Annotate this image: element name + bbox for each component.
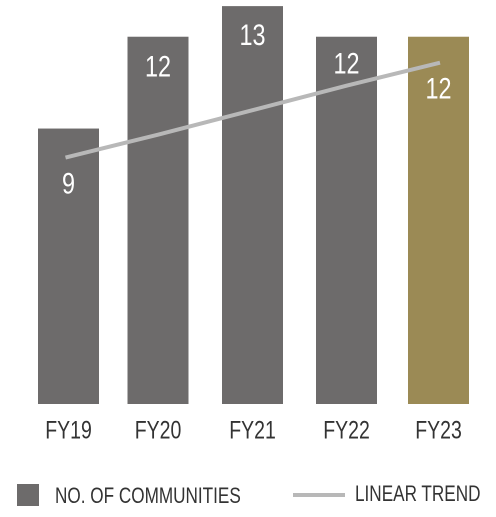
value-label: 12: [145, 50, 171, 83]
trend-line: [65, 60, 441, 160]
x-tick-label: FY20: [135, 416, 182, 444]
legend-label: LINEAR TREND: [355, 482, 480, 507]
bar: [38, 128, 99, 404]
x-tick-label: FY23: [415, 416, 462, 444]
bar: [222, 6, 283, 404]
bar: [408, 36, 469, 405]
x-tick-label: FY21: [229, 416, 276, 444]
legend-swatch: [17, 484, 39, 506]
value-label: 9: [62, 167, 75, 200]
value-label: 13: [239, 18, 265, 51]
value-label: 12: [425, 72, 451, 105]
legend-label: NO. OF COMMUNITIES: [55, 484, 241, 509]
bar: [127, 36, 189, 405]
x-tick-label: FY22: [323, 416, 370, 444]
x-tick-label: FY19: [45, 416, 92, 444]
bar: [316, 36, 377, 405]
value-label: 12: [333, 47, 359, 80]
